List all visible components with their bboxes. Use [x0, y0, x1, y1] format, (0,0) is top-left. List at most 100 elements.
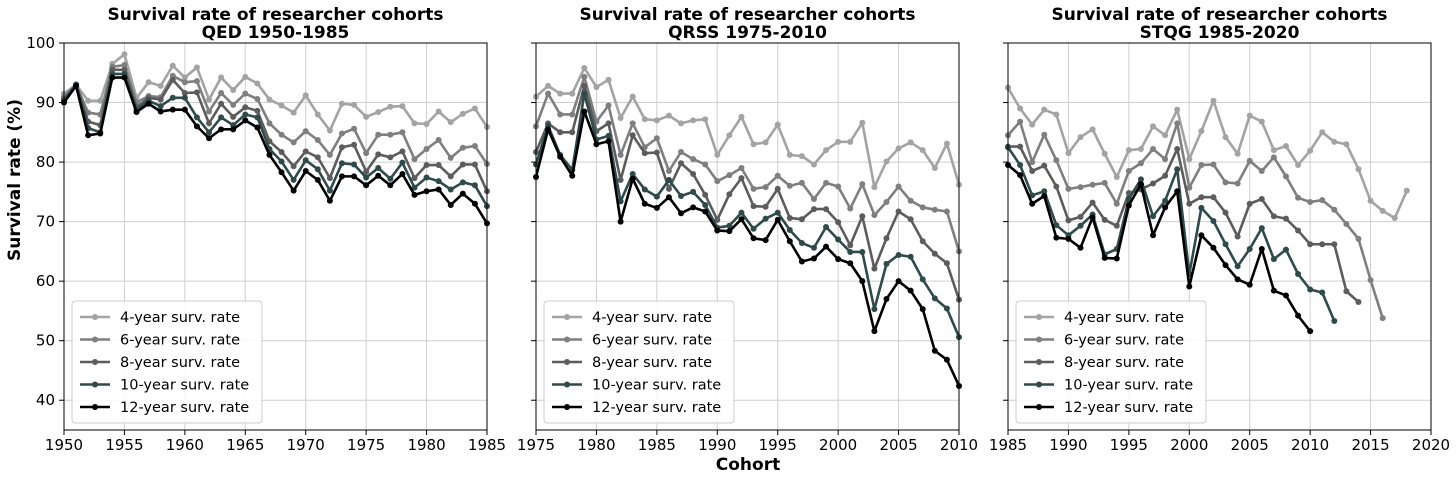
legend-label: 6-year surv. rate: [120, 333, 240, 349]
data-point: [641, 116, 648, 123]
data-point: [1222, 134, 1229, 141]
legend-marker: [564, 381, 570, 388]
data-point: [919, 306, 926, 313]
data-point: [665, 194, 672, 201]
data-point: [690, 117, 697, 124]
data-point: [254, 95, 261, 102]
legend-item: 12-year surv. rate: [80, 400, 249, 416]
data-point: [810, 255, 817, 262]
data-point: [399, 129, 406, 136]
data-point: [702, 191, 709, 198]
data-point: [1150, 145, 1157, 152]
y-tick-label: 80: [36, 153, 55, 171]
data-point: [714, 151, 721, 158]
data-point: [1162, 156, 1169, 163]
data-point: [1246, 281, 1253, 288]
data-point: [1307, 286, 1314, 293]
data-point: [847, 248, 854, 255]
data-point: [1077, 244, 1084, 251]
data-point: [1162, 197, 1169, 204]
data-point: [290, 139, 297, 146]
data-point: [1137, 145, 1144, 152]
series-4: [533, 90, 962, 341]
data-point: [1077, 213, 1084, 220]
data-point: [750, 203, 757, 210]
data-point: [1089, 126, 1096, 133]
data-point: [1222, 241, 1229, 248]
data-point: [387, 175, 394, 182]
data-point: [1270, 287, 1277, 294]
data-point: [1186, 184, 1193, 191]
data-point: [931, 347, 938, 354]
y-tick-label: 60: [36, 272, 55, 290]
data-point: [678, 160, 685, 167]
data-point: [471, 105, 478, 112]
chart-panel-2: Survival rate of researcher cohortsQRSS …: [517, 5, 978, 454]
x-tick-label: 2010: [940, 436, 978, 454]
data-point: [121, 62, 128, 69]
data-point: [557, 129, 564, 136]
data-point: [266, 96, 273, 103]
data-point: [798, 153, 805, 160]
legend-label: 4-year surv. rate: [592, 310, 712, 326]
data-point: [193, 89, 200, 96]
y-tick-label: 70: [36, 213, 55, 231]
legend-label: 4-year surv. rate: [120, 310, 240, 326]
data-point: [1307, 198, 1314, 205]
data-point: [1355, 235, 1362, 242]
data-point: [1198, 232, 1205, 239]
data-point: [847, 260, 854, 267]
data-point: [581, 90, 588, 97]
data-point: [678, 148, 685, 155]
data-point: [218, 90, 225, 97]
legend-label: 6-year surv. rate: [1064, 333, 1184, 349]
data-point: [1295, 312, 1302, 319]
data-point: [1162, 132, 1169, 139]
data-point: [847, 205, 854, 212]
data-point: [435, 137, 442, 144]
data-point: [447, 186, 454, 193]
data-point: [895, 145, 902, 152]
legend-marker: [92, 381, 98, 388]
data-point: [338, 173, 345, 180]
legend-item: 6-year surv. rate: [80, 333, 240, 349]
data-point: [375, 109, 382, 116]
data-point: [290, 187, 297, 194]
data-point: [230, 126, 237, 133]
data-point: [714, 216, 721, 223]
data-point: [1186, 283, 1193, 290]
plot-frame: [1007, 42, 1432, 431]
data-point: [254, 114, 261, 121]
y-tick-label: 50: [36, 332, 55, 350]
data-point: [847, 242, 854, 249]
data-point: [605, 120, 612, 127]
data-point: [919, 276, 926, 283]
x-tick-label: 2020: [1412, 436, 1450, 454]
data-point: [157, 96, 164, 103]
data-point: [266, 120, 273, 127]
data-point: [423, 120, 430, 127]
data-point: [895, 208, 902, 215]
data-point: [326, 187, 333, 194]
data-point: [387, 154, 394, 161]
series-3: [1005, 143, 1362, 305]
data-point: [363, 113, 370, 120]
data-point: [943, 305, 950, 312]
plot-frame: [535, 42, 960, 431]
x-tick-label: 1960: [166, 436, 204, 454]
data-point: [1234, 233, 1241, 240]
data-point: [702, 161, 709, 168]
data-point: [859, 119, 866, 126]
data-point: [883, 198, 890, 205]
legend-item: 6-year surv. rate: [552, 333, 712, 349]
data-point: [206, 135, 213, 142]
data-point: [278, 131, 285, 138]
data-point: [375, 131, 382, 138]
data-point: [375, 172, 382, 179]
legend-item: 8-year surv. rate: [552, 355, 712, 371]
data-point: [1150, 232, 1157, 239]
data-point: [1077, 184, 1084, 191]
data-point: [363, 182, 370, 189]
data-point: [810, 244, 817, 251]
